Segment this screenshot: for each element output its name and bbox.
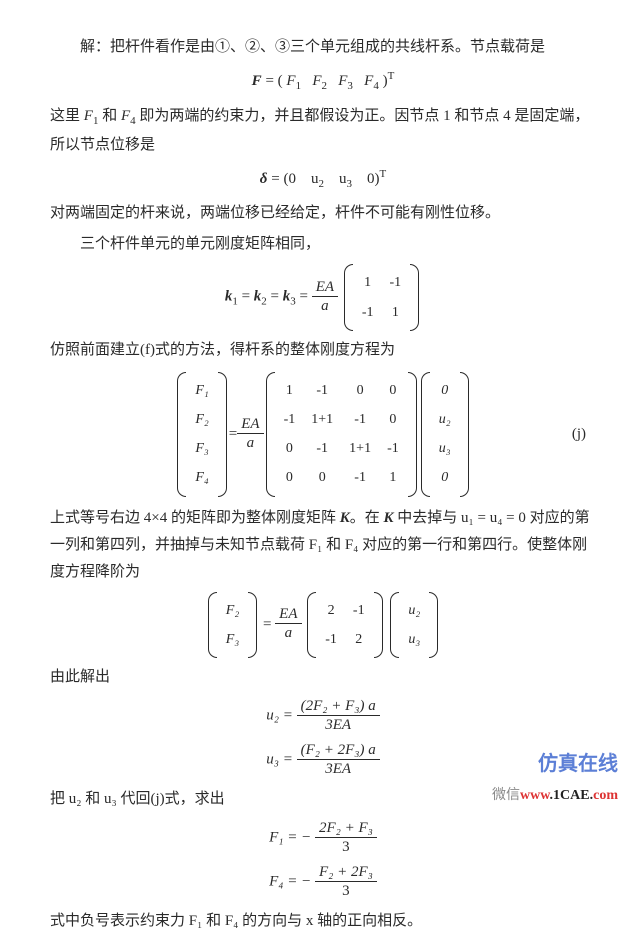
eq-F-vector: F = ( F1 F2 F3 F4 )T — [50, 67, 596, 97]
eq-element-k: k1 = k2 = k3 = EAa 1-1 -11 — [50, 264, 596, 330]
matrix-K-2x2: 2-1 -12 — [307, 592, 382, 658]
matrix-F-col: F₁ F₂ F₃ F₄ — [177, 372, 226, 497]
para-solution-intro: 解：把杆件看作是由①、②、③三个单元组成的共线杆系。节点载荷是 — [50, 34, 596, 61]
eq-delta-vector: δ = (0 u2 u3 0)T — [50, 165, 596, 195]
para-global-eq: 仿照前面建立(f)式的方法，得杆系的整体刚度方程为 — [50, 337, 596, 364]
matrix-K-4x4: 1-100 -11+1-10 0-11+1-1 00-11 — [266, 372, 417, 497]
para-solve: 由此解出 — [50, 664, 596, 691]
watermark-text: 仿真在线 — [538, 746, 618, 782]
eq-F1: F₁ = − 2F₂ + F₃3 — [50, 819, 596, 858]
eq-F4: F₄ = − F₂ + 2F₃3 — [50, 863, 596, 902]
eq-u2: u₂ = (2F₂ + F₃) a3EA — [50, 697, 596, 736]
matrix-u-col: 0 u₂ u₃ 0 — [421, 372, 469, 497]
para-rigid: 对两端固定的杆来说，两端位移已经给定，杆件不可能有刚性位移。 — [50, 200, 596, 227]
para-same-k: 三个杆件单元的单元刚度矩阵相同， — [50, 231, 596, 258]
matrix-2x2-k: 1-1 -11 — [344, 264, 419, 330]
matrix-u2-col: u₂ u₃ — [390, 592, 438, 658]
eq-global-stiffness: F₁ F₂ F₃ F₄ = EAa 1-100 -11+1-10 0-11+1-… — [50, 372, 596, 497]
matrix-F2-col: F₂ F₃ — [208, 592, 257, 658]
para-negative-sign: 式中负号表示约束力 F₁ 和 F₄ 的方向与 x 轴的正向相反。 — [50, 908, 596, 935]
para-reduce: 上式等号右边 4×4 的矩阵即为整体刚度矩阵 K。在 K 中去掉与 u₁ = u… — [50, 505, 596, 586]
eq-label-j: (j) — [572, 421, 586, 448]
watermark-url: 微信www.1CAE.com — [492, 783, 618, 808]
eq-reduced: F₂ F₃ = EAa 2-1 -12 u₂ u₃ — [50, 592, 596, 658]
eq-u3: u₃ = (F₂ + 2F₃) a3EA — [50, 741, 596, 780]
para-constraint: 这里 F1 和 F4 即为两端的约束力，并且都假设为正。因节点 1 和节点 4 … — [50, 103, 596, 159]
